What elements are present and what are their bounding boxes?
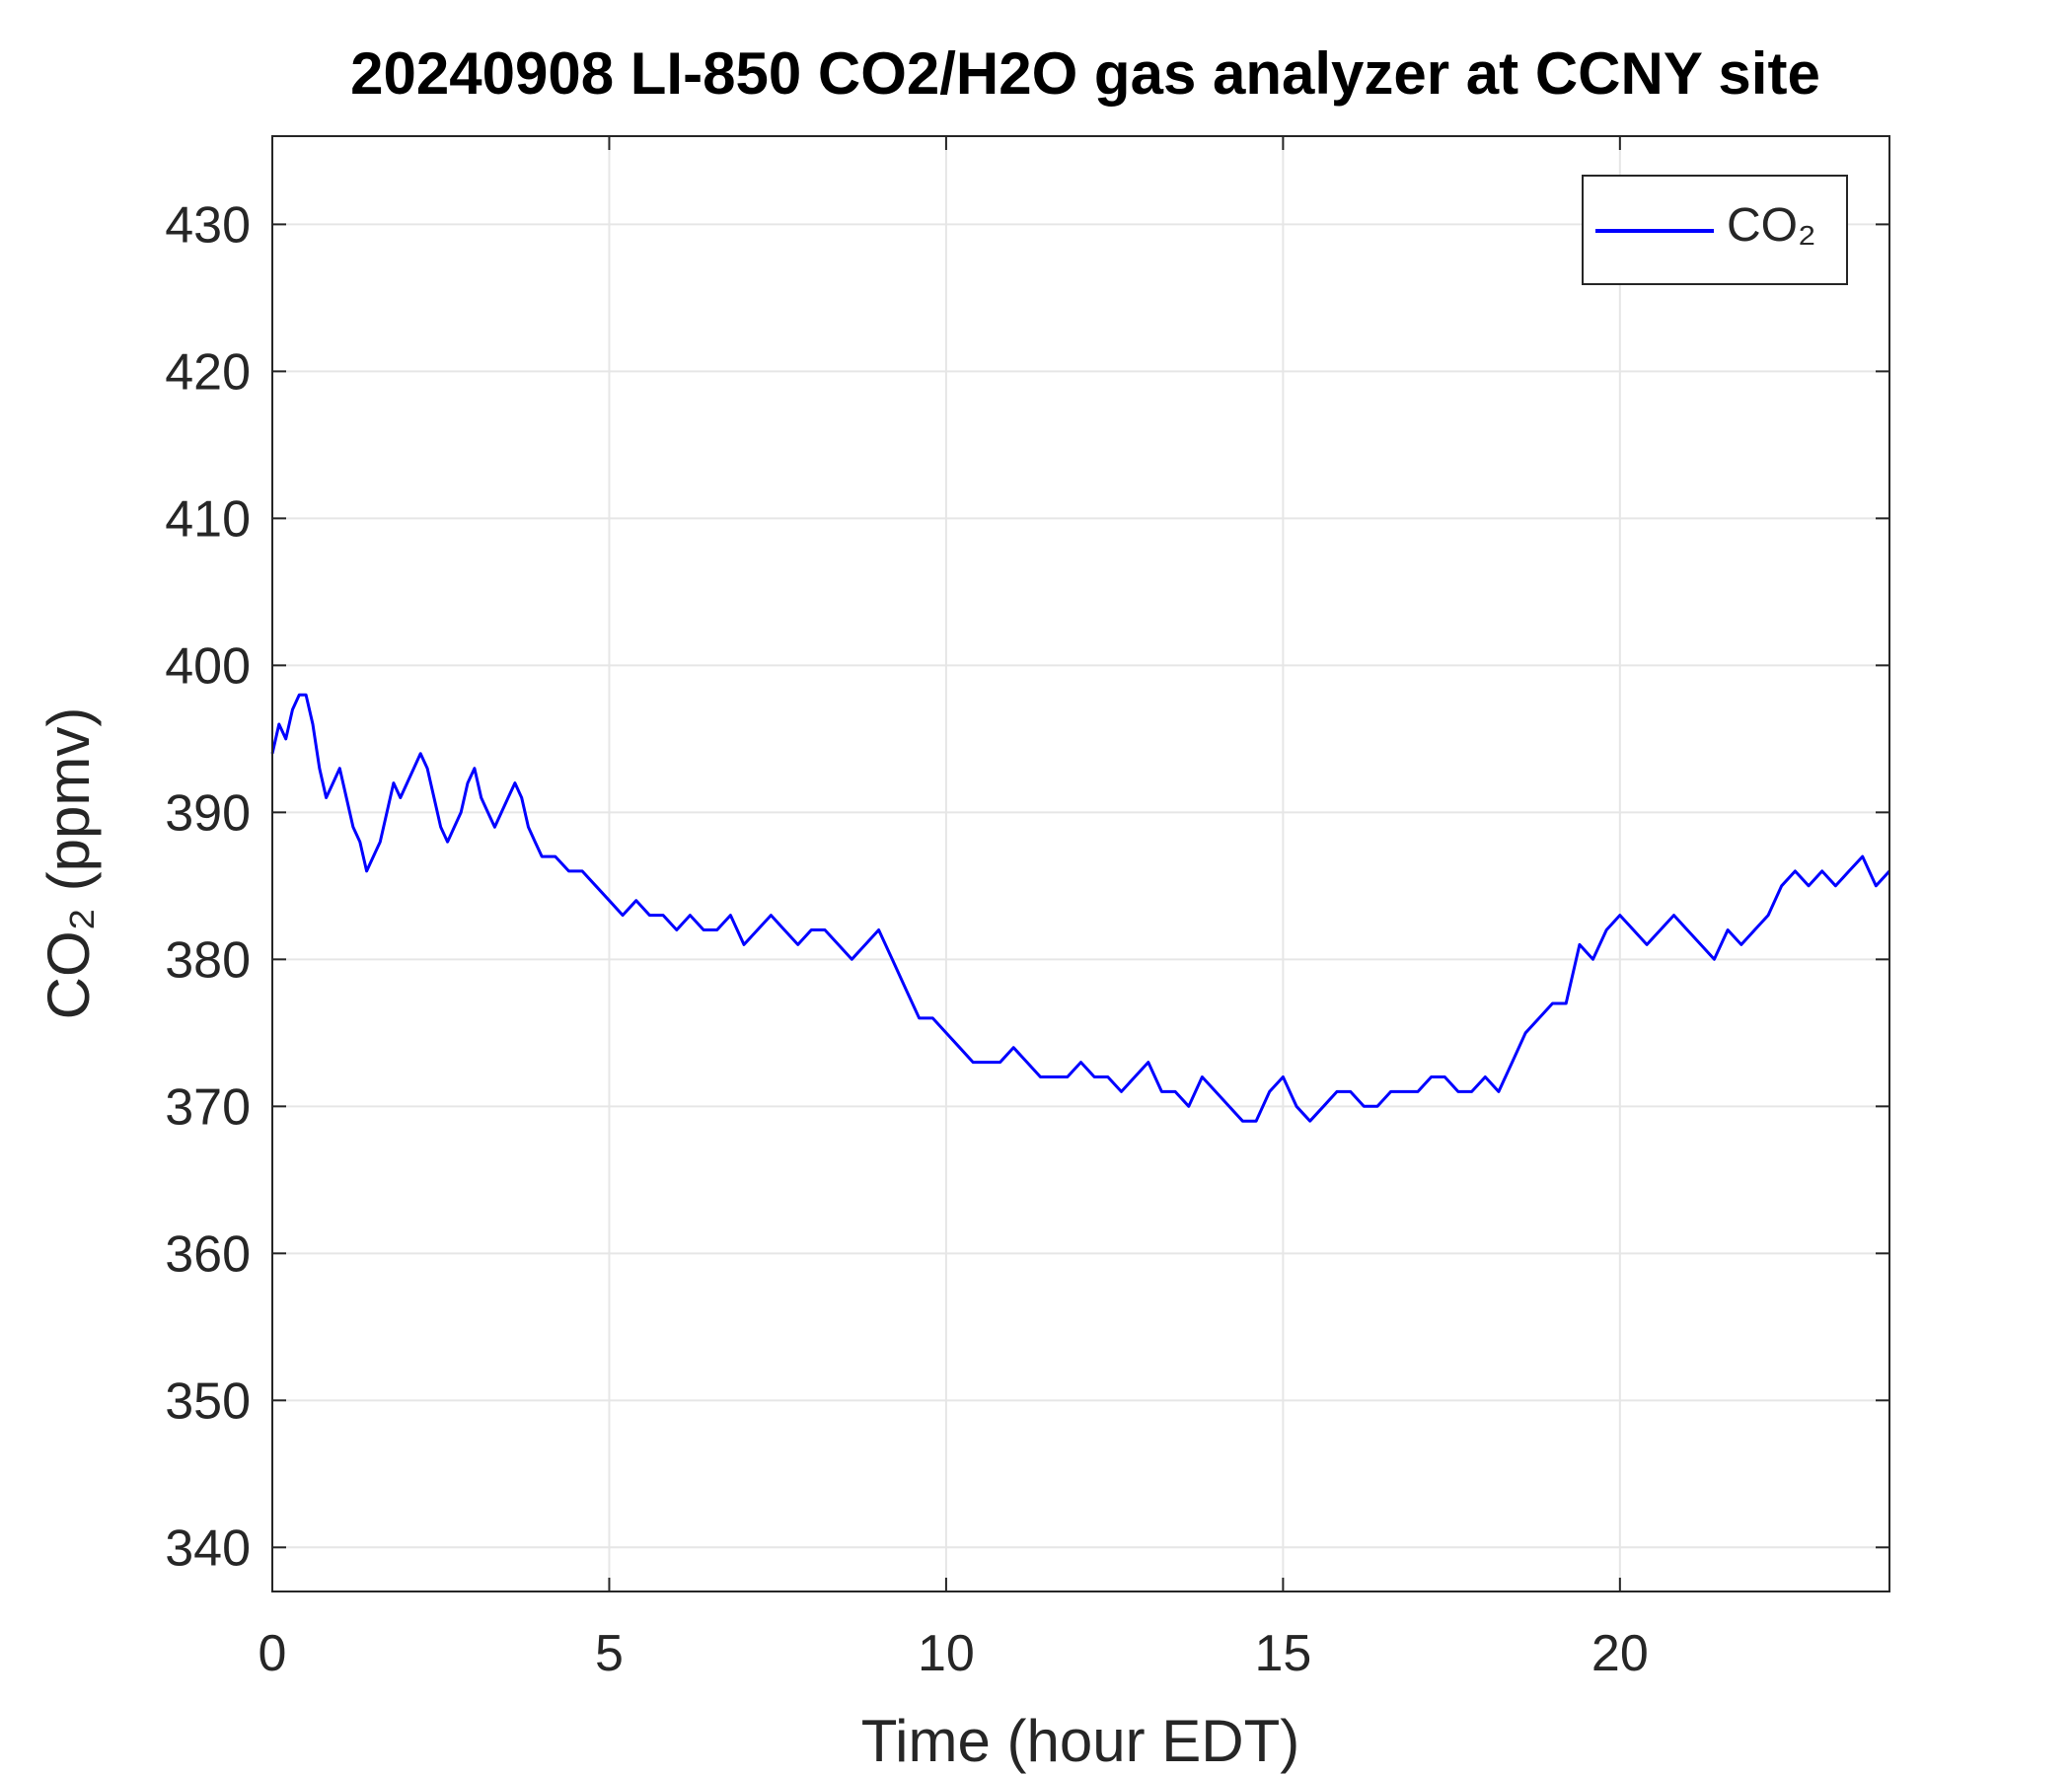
legend: CO₂ bbox=[1582, 175, 1848, 285]
x-tick-label: 20 bbox=[1591, 1625, 1649, 1682]
y-axis-label: CO₂ (ppmv) bbox=[36, 707, 102, 1020]
x-tick-label: 10 bbox=[918, 1625, 975, 1682]
chart-title: 20240908 LI-850 CO2/H2O gas analyzer at … bbox=[350, 40, 1820, 107]
x-tick-label: 5 bbox=[595, 1625, 624, 1682]
x-tick-label: 0 bbox=[259, 1625, 287, 1682]
x-tick-labels: 0 5 10 15 20 bbox=[259, 1625, 1649, 1682]
y-tick-label: 350 bbox=[165, 1372, 251, 1430]
y-tick-label: 340 bbox=[165, 1519, 251, 1577]
x-axis-label: Time (hour EDT) bbox=[861, 1708, 1300, 1774]
y-tick-labels: 340 350 360 370 380 390 400 410 420 430 bbox=[165, 196, 251, 1577]
y-tick-label: 400 bbox=[165, 637, 251, 695]
co2-series-line bbox=[270, 693, 1891, 1123]
plot-area-frame bbox=[271, 135, 1890, 1592]
legend-series-label: CO₂ bbox=[1727, 199, 1816, 252]
y-tick-label: 410 bbox=[165, 490, 251, 548]
grid-lines bbox=[271, 136, 1889, 1591]
y-tick-label: 370 bbox=[165, 1078, 251, 1136]
x-tick-label: 15 bbox=[1254, 1625, 1311, 1682]
y-tick-label: 380 bbox=[165, 931, 251, 989]
plot-series-layer bbox=[270, 693, 1891, 1123]
y-tick-label: 420 bbox=[165, 343, 251, 401]
y-tick-label: 360 bbox=[165, 1225, 251, 1283]
y-tick-label: 390 bbox=[165, 784, 251, 842]
tick-marks-layer bbox=[271, 136, 1889, 1591]
y-tick-label: 430 bbox=[165, 196, 251, 254]
